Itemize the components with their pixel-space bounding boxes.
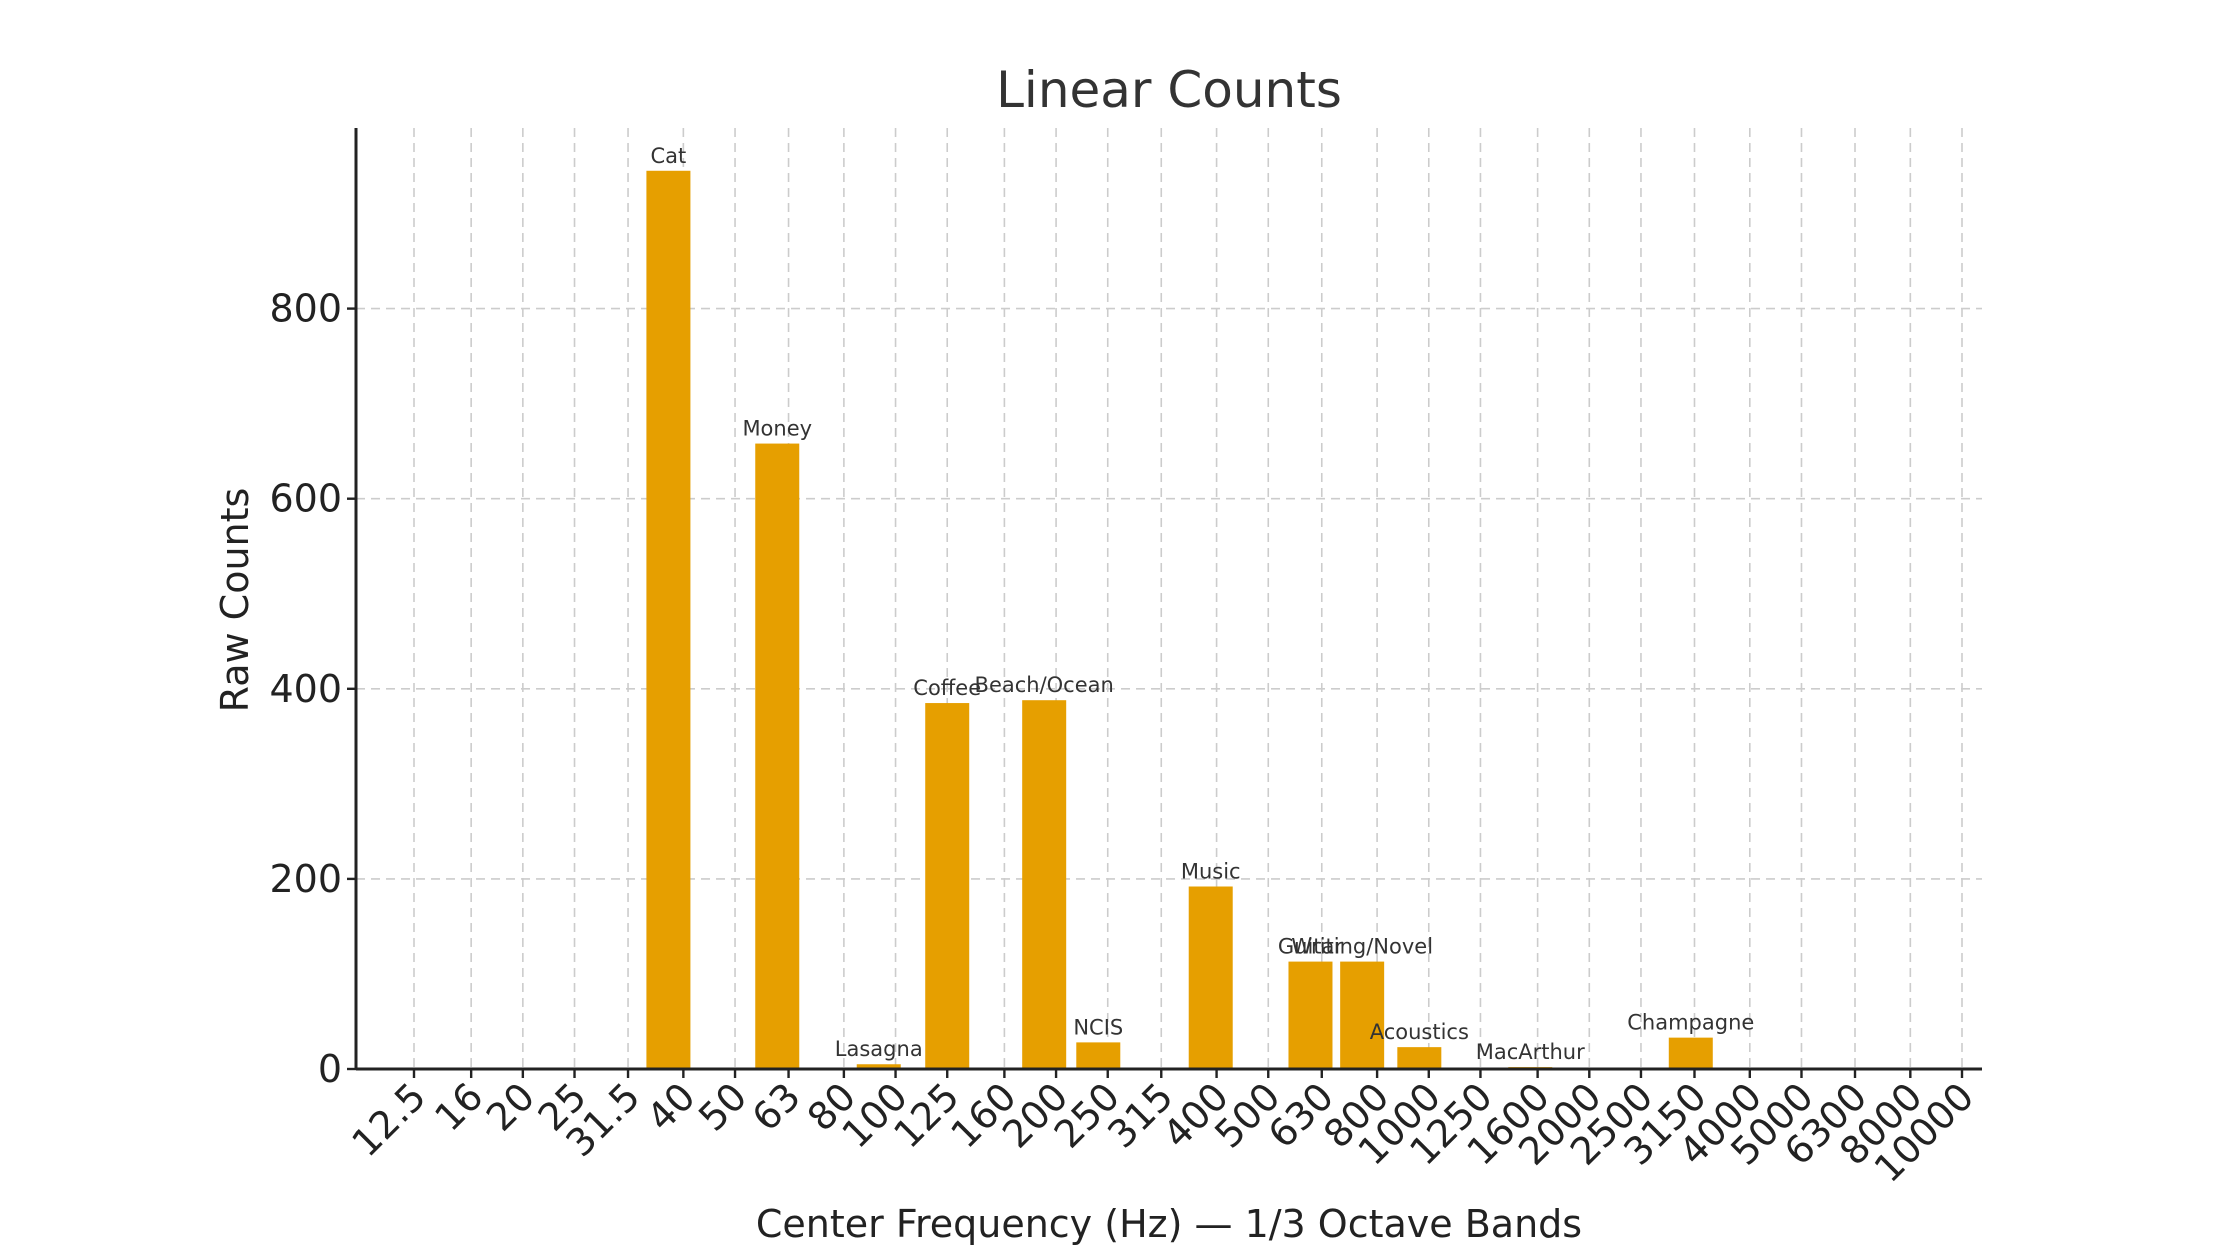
bar-label: Beach/Ocean (975, 673, 1114, 697)
bar-coffee (925, 703, 970, 1069)
bar-label: Champagne (1627, 1011, 1754, 1035)
bar-label: Music (1181, 860, 1241, 884)
y-tick-label: 600 (269, 477, 342, 521)
bar-music (1188, 886, 1233, 1069)
y-axis-label: Raw Counts (213, 488, 257, 713)
bar-guitar (1288, 961, 1333, 1069)
x-tick-label: 12.5 (343, 1074, 434, 1165)
ticks-layer: 12.516202531.540506380100125160200250315… (269, 287, 1982, 1191)
chart-title: Linear Counts (996, 61, 1342, 119)
bar-money (755, 443, 800, 1069)
grid-layer (356, 128, 1982, 1069)
bar-label: Acoustics (1370, 1020, 1469, 1044)
y-tick-label: 200 (269, 857, 342, 901)
x-axis-label: Center Frequency (Hz) — 1/3 Octave Bands (756, 1202, 1582, 1246)
y-tick-label: 0 (318, 1047, 342, 1091)
bars-layer (646, 170, 1713, 1070)
bar-label: Writing/Novel (1291, 935, 1433, 959)
bar-ncis (1076, 1042, 1121, 1069)
bar-acoustics (1397, 1047, 1442, 1069)
bar-label: Coffee (913, 676, 981, 700)
bar-label: Lasagna (835, 1037, 923, 1061)
bar-beach-ocean (1022, 700, 1067, 1069)
bar-lasagna (856, 1064, 901, 1069)
axes-layer (354, 128, 1982, 1071)
y-tick-label: 800 (269, 287, 342, 331)
bar-label: NCIS (1073, 1015, 1123, 1039)
bar-cat (646, 170, 691, 1070)
bar-label: MacArthur (1476, 1040, 1585, 1064)
bar-label: Cat (651, 144, 687, 168)
bar-writing-novel (1340, 961, 1385, 1069)
bar-label: Money (742, 417, 812, 441)
bar-label: Guitar (1278, 935, 1344, 959)
bar-champagne (1668, 1037, 1713, 1069)
y-tick-label: 400 (269, 667, 342, 711)
